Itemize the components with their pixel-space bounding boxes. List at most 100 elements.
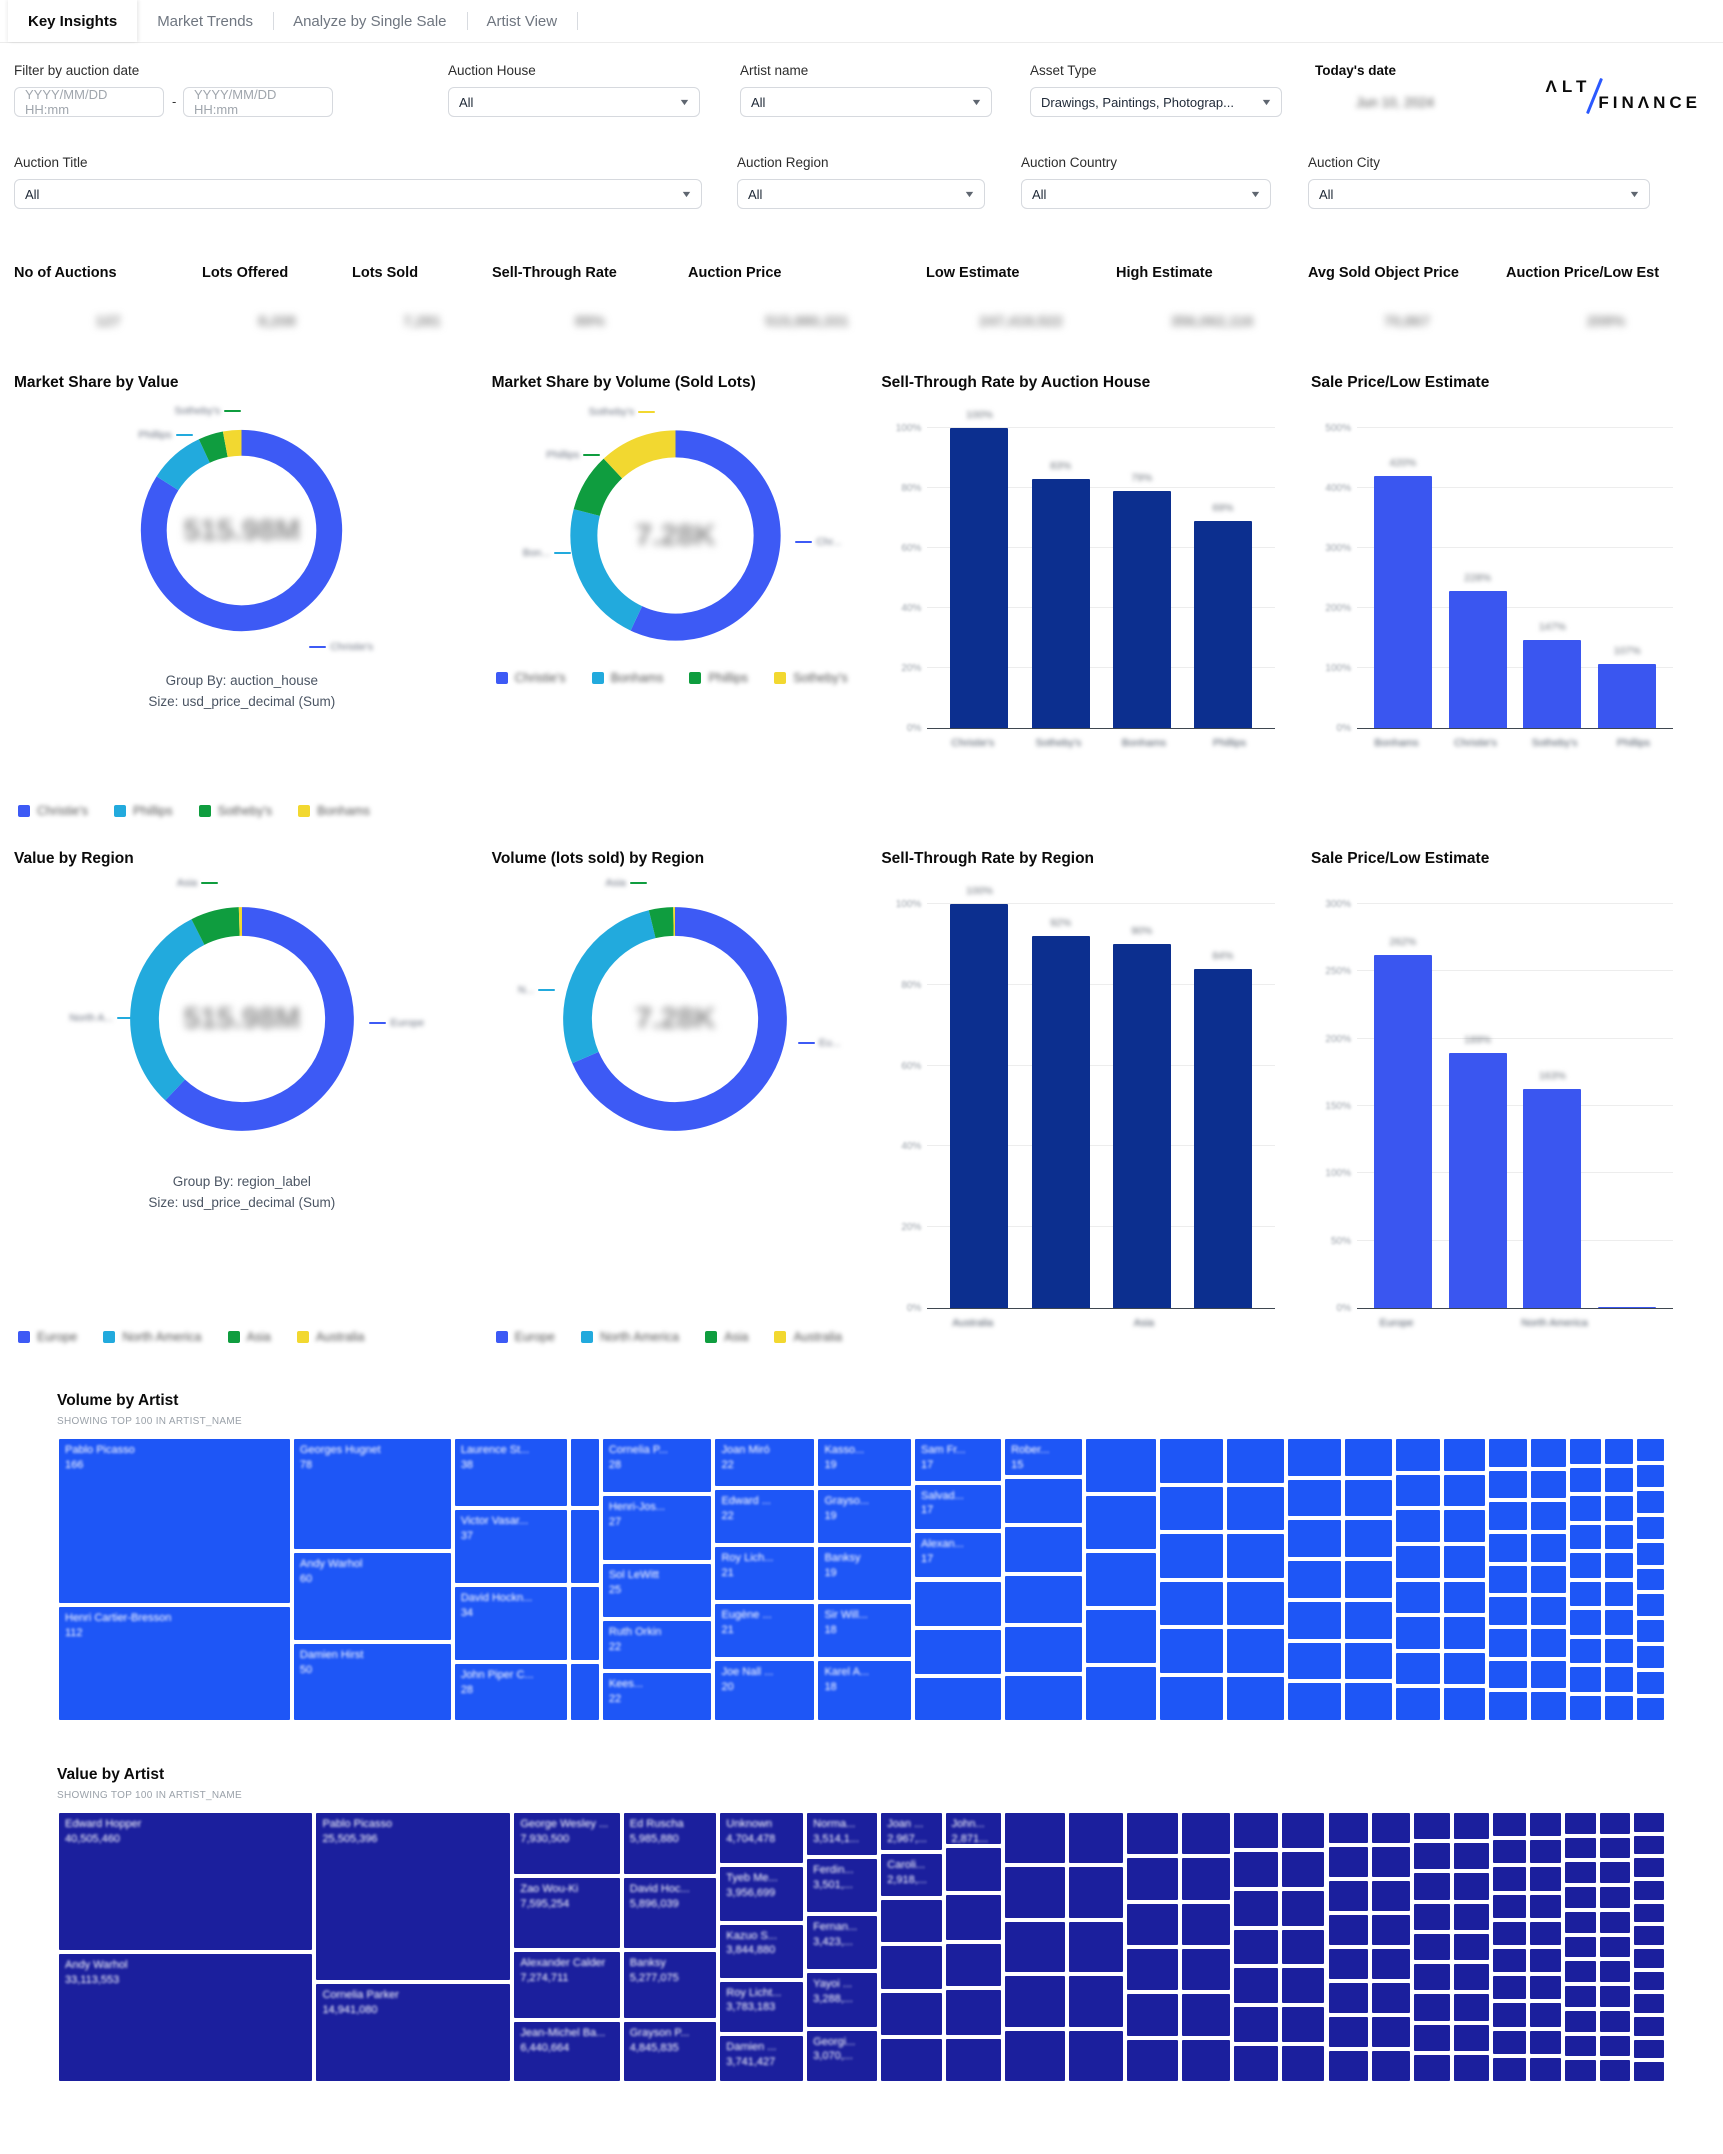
treemap-cell[interactable] xyxy=(943,1892,1004,1942)
auction-city-select[interactable]: All ▼ xyxy=(1308,179,1650,209)
treemap-cell[interactable] xyxy=(1411,1841,1452,1872)
treemap-cell[interactable] xyxy=(1603,1437,1636,1466)
bar-christie-s[interactable]: 100% xyxy=(950,409,1009,728)
treemap-cell[interactable] xyxy=(1603,1494,1636,1523)
treemap-cell-eug-ne[interactable]: Eugène ... 21 xyxy=(713,1602,817,1660)
treemap-cell[interactable] xyxy=(912,1627,1004,1677)
legend-item-north-america[interactable]: North America xyxy=(103,1330,202,1344)
treemap-cell[interactable] xyxy=(1231,1811,1280,1850)
treemap-cell[interactable] xyxy=(1083,1551,1158,1608)
treemap-cell-georgi[interactable]: Georgi... 3,070,... xyxy=(805,2028,880,2083)
treemap-cell[interactable] xyxy=(1180,1901,1232,1947)
donut-slice-sotheby-s[interactable] xyxy=(570,430,781,641)
treemap-cell[interactable] xyxy=(1369,1811,1412,1845)
legend-item-asia[interactable]: Asia xyxy=(705,1330,748,1344)
treemap-cell[interactable] xyxy=(1487,1690,1530,1722)
treemap-cell[interactable] xyxy=(1635,1618,1666,1645)
treemap-cell[interactable] xyxy=(1003,1865,1068,1920)
treemap-cell[interactable] xyxy=(1394,1579,1443,1616)
treemap-cell[interactable] xyxy=(1527,1919,1564,1947)
legend-item-europe[interactable]: Europe xyxy=(495,1330,555,1344)
treemap-cell[interactable] xyxy=(1326,1879,1370,1913)
donut-slice-north-america[interactable] xyxy=(129,907,354,1131)
treemap-cell[interactable] xyxy=(1490,1838,1528,1866)
bar-asia[interactable]: 90% xyxy=(1112,925,1171,1308)
treemap-cell[interactable] xyxy=(1598,1811,1633,1836)
treemap-cell[interactable] xyxy=(1632,1901,1666,1925)
treemap-cell[interactable] xyxy=(1231,2044,1280,2083)
treemap-cell[interactable] xyxy=(1180,1992,1232,2038)
treemap-cell[interactable] xyxy=(1279,1927,1327,1967)
treemap-cell[interactable] xyxy=(943,1987,1004,2037)
treemap-cell[interactable] xyxy=(1326,1845,1370,1879)
treemap-cell[interactable] xyxy=(1567,1494,1604,1523)
treemap-cell-sol-lewitt[interactable]: Sol LeWitt 25 xyxy=(600,1562,714,1620)
treemap-cell[interactable] xyxy=(1529,1437,1568,1469)
treemap-cell-unknown[interactable]: Unknown 4,704,478 xyxy=(718,1811,806,1866)
treemap-cell[interactable] xyxy=(1529,1690,1568,1722)
donut-slice-bonhams[interactable] xyxy=(141,429,343,632)
treemap-cell-sam-fr[interactable]: Sam Fr... 17 xyxy=(912,1437,1004,1483)
treemap-cell-sir-will[interactable]: Sir Will... 18 xyxy=(816,1602,913,1660)
treemap-cell-tyeb-me[interactable]: Tyeb Me... 3,956,699 xyxy=(718,1865,806,1923)
treemap-cell-fernan[interactable]: Fernan... 3,423,... xyxy=(805,1914,880,1972)
treemap-cell[interactable] xyxy=(1003,1673,1084,1722)
treemap-cell[interactable] xyxy=(1567,1579,1604,1608)
treemap-cell[interactable] xyxy=(1598,1984,1633,2009)
treemap-cell-henri-jos[interactable]: Henri-Jos... 27 xyxy=(600,1494,714,1563)
treemap-cell[interactable] xyxy=(1527,2055,1564,2083)
treemap-cell-caroli[interactable]: Caroli... 2,918,... xyxy=(879,1851,944,1899)
tab-artist-view[interactable]: Artist View xyxy=(466,0,578,42)
legend-item-christie-s[interactable]: Christie's xyxy=(18,804,88,818)
treemap-cell[interactable] xyxy=(1598,1835,1633,1861)
bar-unlabeled[interactable]: 189% xyxy=(1448,1034,1507,1308)
treemap-cell[interactable] xyxy=(1083,1494,1158,1551)
treemap-cell[interactable] xyxy=(1411,1901,1452,1932)
treemap-cell[interactable] xyxy=(1567,1665,1604,1694)
treemap-cell[interactable] xyxy=(568,1662,601,1722)
treemap-cell[interactable] xyxy=(1442,1508,1488,1544)
treemap-cell[interactable] xyxy=(1225,1674,1287,1722)
treemap-cell[interactable] xyxy=(1563,1885,1599,1910)
bar-unlabeled[interactable] xyxy=(1598,1306,1657,1308)
treemap-cell[interactable] xyxy=(1563,1835,1599,1861)
treemap-cell[interactable] xyxy=(1490,1811,1528,1839)
treemap-cell[interactable] xyxy=(1442,1579,1488,1616)
treemap-cell[interactable] xyxy=(1452,1871,1491,1902)
treemap-cell[interactable] xyxy=(912,1676,1004,1722)
treemap-cell[interactable] xyxy=(1442,1437,1488,1473)
treemap-cell[interactable] xyxy=(1487,1563,1530,1596)
treemap-cell[interactable] xyxy=(1452,1811,1491,1842)
treemap-cell[interactable] xyxy=(1286,1559,1343,1600)
treemap-cell[interactable] xyxy=(1632,2037,1666,2061)
treemap-cell[interactable] xyxy=(1125,1856,1181,1902)
treemap-cell[interactable] xyxy=(1567,1608,1604,1637)
treemap-cell[interactable] xyxy=(1279,1849,1327,1889)
legend-item-christie-s[interactable]: Christie's xyxy=(495,671,566,685)
treemap-cell-grayson-p[interactable]: Grayson P... 4,845,835 xyxy=(621,2020,719,2083)
treemap-cell-joe-nall[interactable]: Joe Nall ... 20 xyxy=(713,1659,817,1722)
treemap-cell[interactable] xyxy=(943,2036,1004,2083)
tab-key-insights[interactable]: Key Insights xyxy=(8,0,138,42)
treemap-cell[interactable] xyxy=(1442,1615,1488,1651)
treemap-cell[interactable] xyxy=(1529,1627,1568,1659)
treemap-cell[interactable] xyxy=(1529,1563,1568,1596)
treemap-cell[interactable] xyxy=(1487,1468,1530,1501)
treemap-cell[interactable] xyxy=(1157,1484,1226,1532)
treemap-cell[interactable] xyxy=(1286,1437,1343,1478)
bar-christie-s[interactable]: 228% xyxy=(1448,572,1507,728)
treemap-cell[interactable] xyxy=(1603,1465,1636,1494)
treemap-cell[interactable] xyxy=(1157,1674,1226,1722)
treemap-cell[interactable] xyxy=(1490,1892,1528,1920)
tab-analyze-by-single-sale[interactable]: Analyze by Single Sale xyxy=(273,0,466,42)
treemap-cell-laurence-st[interactable]: Laurence St... 38 xyxy=(452,1437,569,1509)
treemap-cell[interactable] xyxy=(568,1585,601,1663)
legend-item-bonhams[interactable]: Bonhams xyxy=(298,804,370,818)
bar-unlabeled[interactable]: 84% xyxy=(1193,950,1252,1308)
treemap-cell[interactable] xyxy=(1567,1437,1604,1466)
treemap-cell[interactable] xyxy=(1394,1686,1443,1722)
treemap-cell[interactable] xyxy=(1598,2033,1633,2059)
treemap-cell[interactable] xyxy=(943,1941,1004,1988)
treemap-cell[interactable] xyxy=(1632,1992,1666,2015)
treemap-cell-edward[interactable]: Edward ... 22 xyxy=(713,1488,817,1546)
